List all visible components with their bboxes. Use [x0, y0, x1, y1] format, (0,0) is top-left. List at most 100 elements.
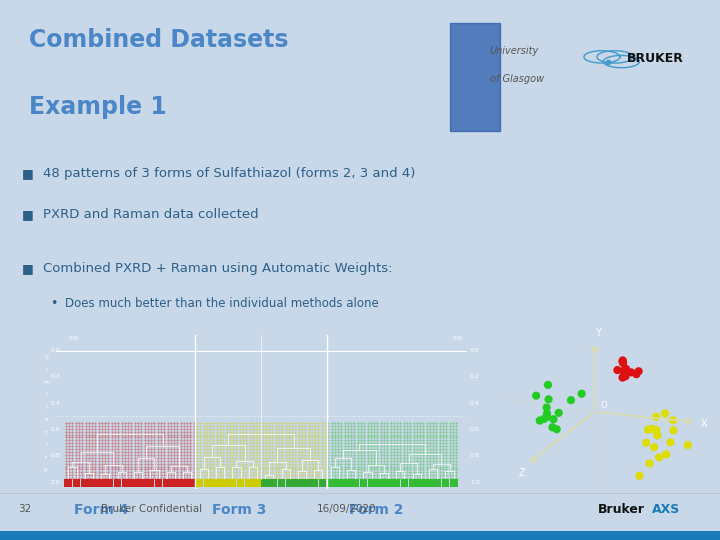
Point	[612, 366, 624, 374]
Text: 0.8: 0.8	[470, 453, 480, 458]
Point	[542, 381, 554, 389]
Point	[640, 438, 652, 447]
Text: Combined PXRD + Raman using Automatic Weights:: Combined PXRD + Raman using Automatic We…	[43, 262, 392, 275]
Text: i: i	[45, 367, 47, 372]
Bar	[245, 479, 253, 487]
Point	[546, 423, 558, 431]
Bar	[114, 479, 122, 487]
Point	[665, 438, 676, 447]
Text: 0.0: 0.0	[50, 348, 60, 353]
Bar	[384, 479, 392, 487]
Bar	[335, 479, 343, 487]
Bar	[278, 479, 285, 487]
Bar	[310, 479, 318, 487]
Point	[634, 471, 645, 480]
Text: Z: Z	[519, 468, 526, 478]
Bar	[81, 479, 89, 487]
Text: Does much better than the individual methods alone: Does much better than the individual met…	[65, 297, 379, 310]
Bar	[409, 479, 417, 487]
Text: ■: ■	[22, 167, 33, 180]
Text: Form 2: Form 2	[349, 503, 403, 517]
Text: ■: ■	[22, 208, 33, 221]
Text: Form 4: Form 4	[74, 503, 129, 517]
Text: a: a	[44, 417, 48, 422]
Text: AXS: AXS	[652, 503, 680, 516]
Bar	[212, 479, 220, 487]
Bar	[433, 479, 441, 487]
Point	[646, 424, 657, 433]
Text: ■: ■	[22, 262, 33, 275]
Text: 0.0: 0.0	[68, 336, 78, 341]
Text: 0.2: 0.2	[470, 374, 480, 380]
Text: Bruker Confidential: Bruker Confidential	[101, 504, 202, 514]
Point	[541, 409, 553, 418]
Bar	[204, 479, 212, 487]
Text: 16/09/2020: 16/09/2020	[317, 504, 377, 514]
Bar	[294, 479, 302, 487]
Bar	[253, 479, 261, 487]
Text: 32: 32	[18, 504, 31, 514]
Bar	[450, 479, 458, 487]
Text: S: S	[44, 355, 48, 360]
Text: 0.8: 0.8	[50, 453, 60, 458]
Bar	[237, 479, 244, 487]
Point	[553, 408, 564, 417]
Text: 0.0: 0.0	[470, 348, 480, 353]
Point	[660, 450, 672, 458]
Point	[531, 392, 542, 400]
Bar	[220, 479, 228, 487]
Text: 0.0: 0.0	[452, 336, 462, 341]
Text: i: i	[45, 392, 47, 397]
Bar	[302, 479, 310, 487]
Point	[548, 415, 559, 423]
Point	[565, 396, 577, 404]
Bar	[392, 479, 400, 487]
Point	[617, 359, 629, 367]
Text: i: i	[45, 442, 47, 447]
Point	[682, 441, 693, 449]
Bar	[441, 479, 449, 487]
Point	[660, 409, 671, 418]
Point	[618, 367, 629, 375]
Text: 0.4: 0.4	[50, 401, 60, 406]
Point	[650, 413, 662, 421]
Bar	[64, 479, 72, 487]
Bar	[171, 479, 179, 487]
Point	[620, 364, 631, 373]
Point	[626, 368, 637, 377]
Point	[633, 367, 644, 376]
Text: PXRD and Raman data collected: PXRD and Raman data collected	[43, 208, 258, 221]
Point	[652, 431, 663, 440]
Bar	[89, 479, 96, 487]
Text: Example 1: Example 1	[29, 96, 166, 119]
Bar	[138, 479, 146, 487]
Bar	[105, 479, 113, 487]
Polygon shape	[450, 23, 500, 131]
Text: y: y	[45, 467, 48, 472]
Text: 0.6: 0.6	[50, 427, 60, 432]
Point	[541, 403, 552, 412]
Bar	[343, 479, 351, 487]
Bar	[179, 479, 187, 487]
Point	[651, 426, 662, 434]
Text: t: t	[45, 455, 48, 460]
Text: University: University	[490, 46, 539, 56]
Point	[551, 425, 562, 434]
Point	[642, 426, 654, 434]
Point	[631, 370, 642, 379]
Point	[644, 459, 655, 468]
Bar	[0, 531, 720, 540]
Point	[667, 426, 679, 435]
Point	[617, 373, 629, 382]
Bar	[228, 479, 236, 487]
Point	[538, 415, 549, 423]
Bar	[261, 479, 269, 487]
Bar	[187, 479, 195, 487]
Point	[667, 416, 679, 424]
Bar	[196, 479, 203, 487]
Bar	[351, 479, 359, 487]
Text: Combined Datasets: Combined Datasets	[29, 28, 288, 52]
Bar	[400, 479, 408, 487]
Text: X: X	[701, 420, 707, 429]
Text: l: l	[45, 404, 47, 410]
